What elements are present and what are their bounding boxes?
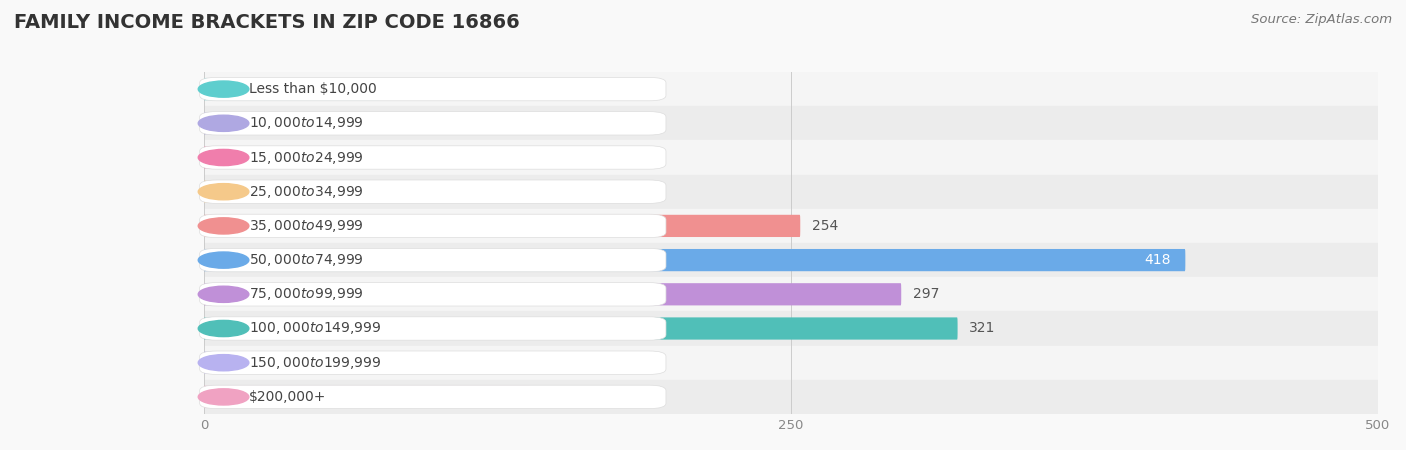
FancyBboxPatch shape xyxy=(204,112,464,135)
Text: $25,000 to $34,999: $25,000 to $34,999 xyxy=(249,184,364,200)
Bar xyxy=(204,311,1378,346)
Text: 139: 139 xyxy=(541,390,568,404)
Text: $100,000 to $149,999: $100,000 to $149,999 xyxy=(249,320,381,337)
Text: Less than $10,000: Less than $10,000 xyxy=(249,82,377,96)
Bar xyxy=(204,209,1378,243)
Bar xyxy=(204,380,1378,414)
FancyBboxPatch shape xyxy=(204,317,957,340)
Text: 145: 145 xyxy=(557,356,582,370)
FancyBboxPatch shape xyxy=(204,351,544,374)
Text: 75: 75 xyxy=(392,82,409,96)
Text: 157: 157 xyxy=(585,150,610,165)
FancyBboxPatch shape xyxy=(204,78,380,100)
Text: 99: 99 xyxy=(449,184,465,199)
FancyBboxPatch shape xyxy=(204,215,800,237)
Text: 297: 297 xyxy=(912,287,939,302)
Text: $150,000 to $199,999: $150,000 to $199,999 xyxy=(249,355,381,371)
FancyBboxPatch shape xyxy=(204,249,1185,271)
Bar xyxy=(204,346,1378,380)
Text: $75,000 to $99,999: $75,000 to $99,999 xyxy=(249,286,364,302)
FancyBboxPatch shape xyxy=(204,283,901,306)
Text: FAMILY INCOME BRACKETS IN ZIP CODE 16866: FAMILY INCOME BRACKETS IN ZIP CODE 16866 xyxy=(14,14,520,32)
Text: 111: 111 xyxy=(477,116,503,130)
Text: $10,000 to $14,999: $10,000 to $14,999 xyxy=(249,115,364,131)
Text: $15,000 to $24,999: $15,000 to $24,999 xyxy=(249,149,364,166)
Text: 418: 418 xyxy=(1144,253,1171,267)
Bar xyxy=(204,277,1378,311)
Text: 321: 321 xyxy=(969,321,995,336)
Bar xyxy=(204,140,1378,175)
Text: Source: ZipAtlas.com: Source: ZipAtlas.com xyxy=(1251,14,1392,27)
Bar xyxy=(204,243,1378,277)
FancyBboxPatch shape xyxy=(204,386,530,408)
Text: $35,000 to $49,999: $35,000 to $49,999 xyxy=(249,218,364,234)
Bar xyxy=(204,175,1378,209)
Text: $200,000+: $200,000+ xyxy=(249,390,326,404)
FancyBboxPatch shape xyxy=(204,146,572,169)
Bar xyxy=(204,106,1378,140)
Text: $50,000 to $74,999: $50,000 to $74,999 xyxy=(249,252,364,268)
Text: 254: 254 xyxy=(813,219,838,233)
FancyBboxPatch shape xyxy=(204,180,436,203)
Bar xyxy=(204,72,1378,106)
